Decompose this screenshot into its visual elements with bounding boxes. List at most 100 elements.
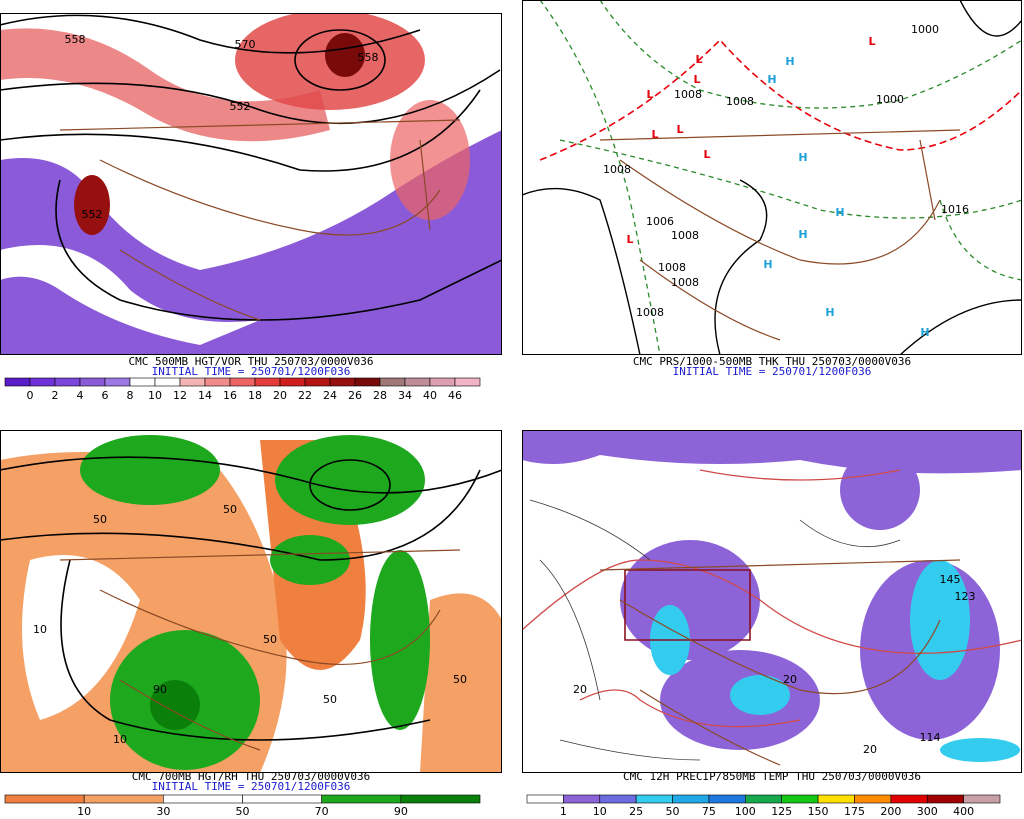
contour-label: 558 [65,33,86,46]
pressure-center: H [767,73,776,86]
initial-time: INITIAL TIME = 250701/1200F036 [152,365,351,378]
contour-label: 1016 [941,203,969,216]
colorbar-box [926,794,964,804]
colorbar-label: 25 [629,805,643,818]
colorbar-box [321,794,402,804]
contour-label: 20 [783,673,797,686]
contour-label: 1008 [636,306,664,319]
pressure-center: L [626,233,633,246]
initial-time: INITIAL TIME = 250701/1200F036 [673,365,872,378]
pressure-center: L [651,128,658,141]
colorbar-label: 150 [808,805,829,818]
contour-label: 1008 [674,88,702,101]
pressure-center: L [695,53,702,66]
colorbar-label: 14 [198,389,212,402]
colorbar-label: 26 [348,389,362,402]
contour-label: 50 [223,503,237,516]
map-precip [522,430,1022,773]
colorbar-box [454,377,481,387]
colorbar-box [163,794,243,804]
colorbar-box [279,377,306,387]
pressure-center: L [676,123,683,136]
colorbar-box [79,377,106,387]
colorbar-box [54,377,81,387]
colorbar-box [204,377,231,387]
colorbar-box [672,794,710,804]
colorbar-label: 16 [223,389,237,402]
map-frame [522,430,1022,773]
colorbar-label: 10 [148,389,162,402]
initial-time: INITIAL TIME = 250701/1200F036 [152,780,351,793]
contour-label: 552 [230,100,251,113]
contour-label: 1000 [876,93,904,106]
map-frame [0,430,502,773]
colorbar-label: 90 [394,805,408,818]
pressure-center: H [825,306,834,319]
colorbar-box [817,794,855,804]
contour-label: 10 [33,623,47,636]
contour-label: 145 [940,573,961,586]
colorbar-box [404,377,431,387]
map-500mb [0,13,502,355]
colorbar-box [963,794,1001,804]
map-700mb [0,430,502,773]
contour-label: 1008 [726,95,754,108]
colorbar-box [635,794,673,804]
colorbar-box [4,794,85,804]
contour-label: 50 [93,513,107,526]
colorbar-box [104,377,131,387]
caption: CMC PRS/1000-500MB THK THU 250703/0000V0… [633,355,911,368]
pressure-center: H [798,228,807,241]
colorbar-box [354,377,381,387]
contour-label: 10 [113,733,127,746]
colorbar-box [83,794,164,804]
colorbar-box [599,794,637,804]
colorbar-box [154,377,181,387]
contour-label: 570 [235,38,256,51]
colorbar-box [854,794,892,804]
contour-label: 50 [323,693,337,706]
colorbar-box [129,377,156,387]
contour-label: 50 [453,673,467,686]
colorbar-label: 50 [666,805,680,818]
colorbar-label: 100 [735,805,756,818]
colorbar-label: 22 [298,389,312,402]
map-frame [0,13,502,355]
colorbar-box [745,794,782,804]
colorbar-box [563,794,601,804]
colorbar-label: 50 [236,805,250,818]
colorbar-label: 200 [880,805,901,818]
colorbar-label: 2 [52,389,59,402]
colorbar-label: 400 [953,805,974,818]
colorbar-label: 125 [771,805,792,818]
pressure-center: H [763,258,772,271]
colorbar-label: 34 [398,389,412,402]
colorbar-label: 10 [77,805,91,818]
colorbar-label: 0 [27,389,34,402]
contour-label: 1008 [671,229,699,242]
caption: CMC 500MB HGT/VOR THU 250703/0000V036 [128,355,373,368]
caption: CMC 12H PRECIP/850MB TEMP THU 250703/000… [623,770,921,783]
pressure-center: H [785,55,794,68]
caption: CMC 700MB HGT/RH THU 250703/0000V036 [132,770,370,783]
colorbar-box [781,794,819,804]
colorbar-box [708,794,746,804]
colorbar-label: 40 [423,389,437,402]
colorbar-label: 18 [248,389,262,402]
contour-label: 20 [573,683,587,696]
colorbar-label: 1 [560,805,567,818]
contour-label: 90 [153,683,167,696]
colorbar-label: 8 [127,389,134,402]
pressure-center: H [798,151,807,164]
colorbar-label: 175 [844,805,865,818]
contour-label: 114 [920,731,941,744]
colorbar-box [229,377,256,387]
colorbar-label: 12 [173,389,187,402]
colorbar-box [890,794,928,804]
colorbar-box [179,377,206,387]
contour-label: 1008 [603,163,631,176]
pressure-center: L [693,73,700,86]
contour-label: 1008 [671,276,699,289]
contour-label: 1000 [911,23,939,36]
